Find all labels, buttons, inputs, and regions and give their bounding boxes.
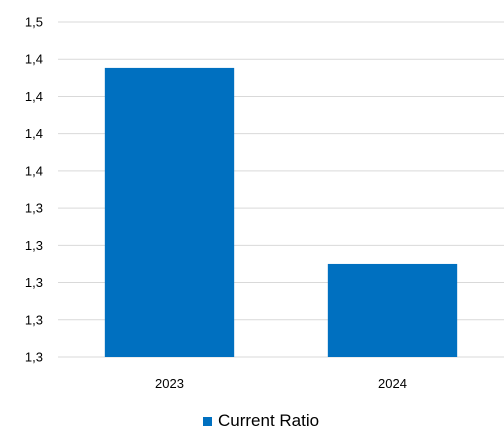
x-category-label: 2024 — [378, 376, 407, 391]
legend: Current Ratio — [203, 411, 319, 430]
x-axis-category-labels: 2023 2024 — [155, 376, 407, 391]
y-axis-tick-labels: 1,3 1,3 1,3 1,3 1,3 1,4 1,4 1,4 1,4 1,5 — [25, 15, 43, 365]
bars — [104, 67, 458, 357]
y-tick-label: 1,4 — [25, 52, 43, 67]
y-tick-label: 1,3 — [25, 275, 43, 290]
legend-label-current-ratio: Current Ratio — [218, 411, 319, 430]
legend-swatch-current-ratio — [203, 417, 212, 426]
y-tick-label: 1,4 — [25, 89, 43, 104]
y-tick-label: 1,4 — [25, 126, 43, 141]
bar-2024 — [327, 263, 458, 357]
y-tick-label: 1,3 — [25, 201, 43, 216]
bar-2023 — [104, 67, 235, 357]
y-tick-label: 1,3 — [25, 238, 43, 253]
y-tick-label: 1,3 — [25, 350, 43, 365]
y-tick-label: 1,5 — [25, 15, 43, 30]
y-tick-label: 1,3 — [25, 312, 43, 327]
y-tick-label: 1,4 — [25, 163, 43, 178]
x-category-label: 2023 — [155, 376, 184, 391]
